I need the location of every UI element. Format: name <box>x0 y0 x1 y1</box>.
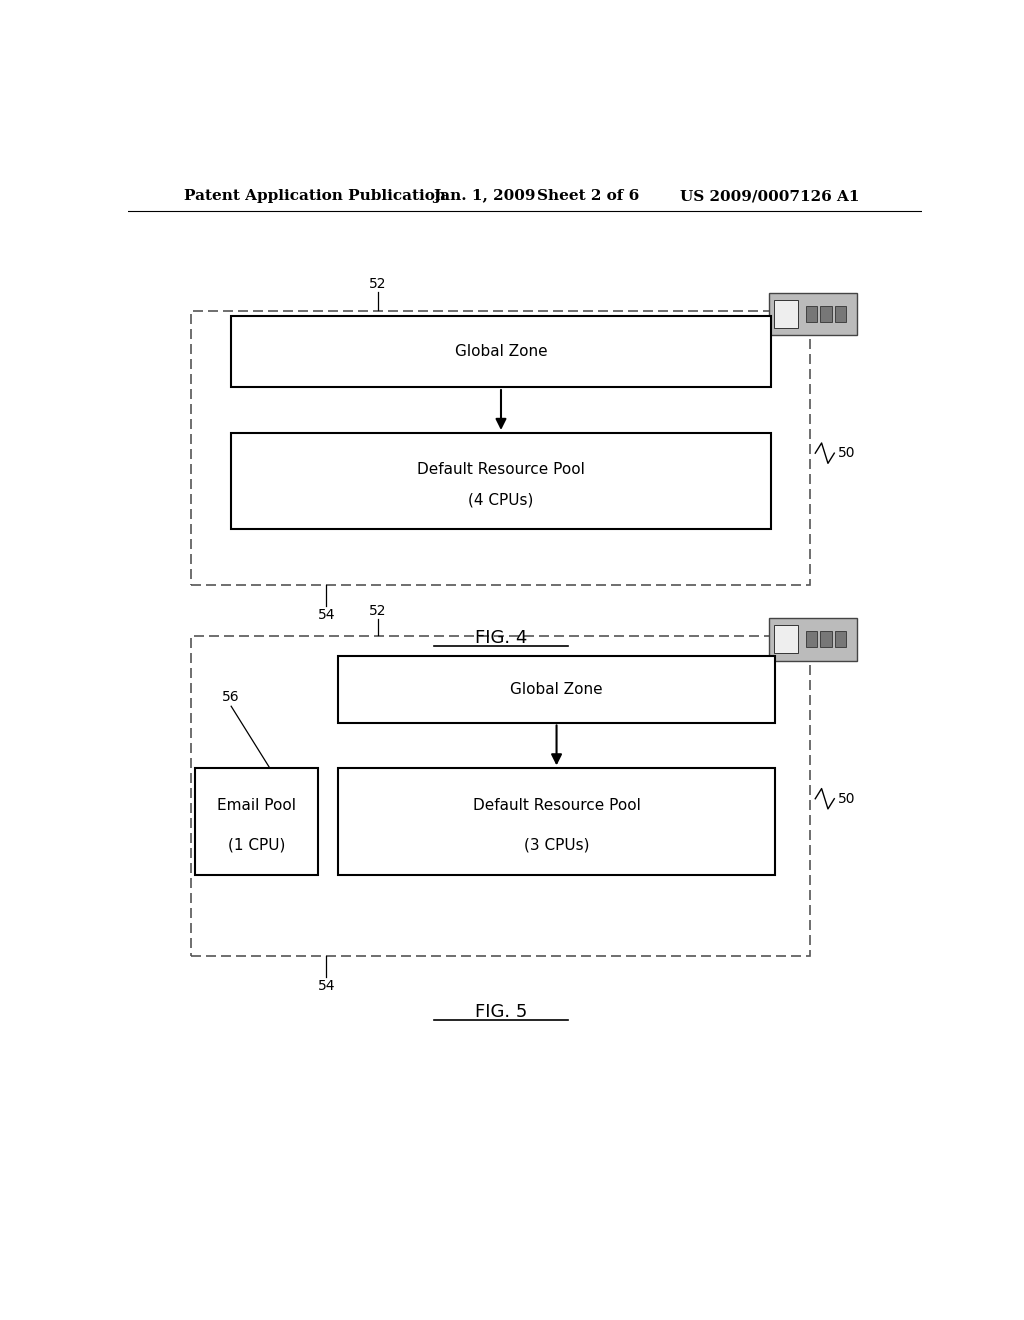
Bar <box>835 631 846 647</box>
Text: Email Pool: Email Pool <box>217 799 297 813</box>
Text: 52: 52 <box>370 276 387 290</box>
Bar <box>769 293 856 335</box>
Text: 50: 50 <box>838 446 855 461</box>
Text: Sheet 2 of 6: Sheet 2 of 6 <box>537 189 639 203</box>
Text: US 2009/0007126 A1: US 2009/0007126 A1 <box>680 189 859 203</box>
Bar <box>773 626 798 653</box>
Bar <box>196 768 318 875</box>
Text: 54: 54 <box>317 978 335 993</box>
Text: Default Resource Pool: Default Resource Pool <box>473 799 640 813</box>
Bar <box>338 768 775 875</box>
Text: (3 CPUs): (3 CPUs) <box>524 838 589 853</box>
Bar <box>820 306 831 322</box>
Bar <box>338 656 775 722</box>
Text: Default Resource Pool: Default Resource Pool <box>417 462 585 477</box>
Text: Global Zone: Global Zone <box>510 682 603 697</box>
Bar <box>820 631 831 647</box>
Text: 52: 52 <box>370 603 387 618</box>
Bar <box>231 433 771 529</box>
Text: 50: 50 <box>838 792 855 805</box>
Text: Global Zone: Global Zone <box>455 345 547 359</box>
Text: (1 CPU): (1 CPU) <box>228 838 286 853</box>
Text: Jan. 1, 2009: Jan. 1, 2009 <box>433 189 536 203</box>
Bar <box>835 306 846 322</box>
Text: 56: 56 <box>222 690 240 704</box>
Text: 54: 54 <box>317 607 335 622</box>
Bar <box>806 306 817 322</box>
Bar <box>806 631 817 647</box>
Text: Patent Application Publication: Patent Application Publication <box>183 189 445 203</box>
Bar <box>191 312 811 585</box>
Text: FIG. 5: FIG. 5 <box>475 1003 527 1022</box>
Bar <box>769 618 856 660</box>
Bar <box>231 315 771 387</box>
Text: FIG. 4: FIG. 4 <box>475 630 527 647</box>
Text: (4 CPUs): (4 CPUs) <box>468 492 534 508</box>
Bar <box>773 300 798 327</box>
Bar <box>191 636 811 956</box>
